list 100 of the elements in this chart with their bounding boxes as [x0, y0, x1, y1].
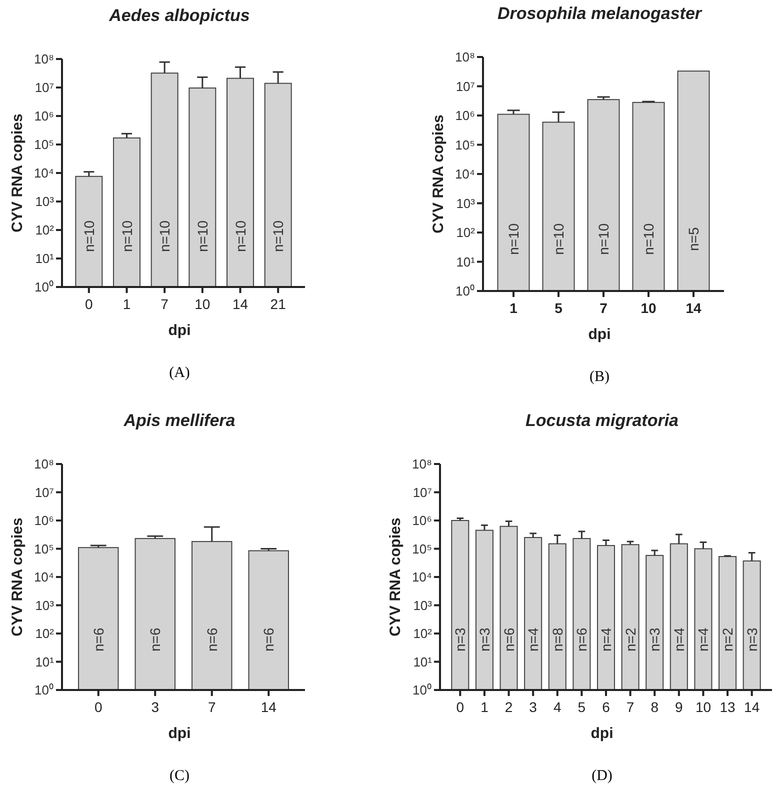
x-tick-label: 9 — [675, 699, 684, 715]
x-tick-label: 1 — [480, 699, 489, 715]
annotation: n=10 — [232, 220, 248, 252]
y-tick-label: 10⁵ — [412, 541, 432, 556]
x-tick-label: 0 — [456, 699, 464, 715]
y-tick-label: 10⁴ — [34, 570, 54, 584]
y-axis-title: CYV RNA copies — [9, 518, 26, 636]
y-tick-label: 10⁵ — [34, 137, 54, 152]
y-tick-label: 10¹ — [456, 254, 476, 270]
y-axis-title: CYV RNA copies — [387, 518, 404, 636]
x-tick-label: 14 — [260, 699, 277, 715]
annotation: n=10 — [550, 223, 566, 255]
annotation: n=3 — [476, 628, 492, 652]
y-tick-label: 10² — [413, 626, 433, 641]
y-tick-label: 10⁰ — [34, 682, 54, 698]
y-tick-label: 10⁸ — [34, 52, 54, 66]
x-tick-label: 2 — [504, 699, 513, 715]
annotation: n=6 — [147, 628, 164, 652]
x-tick-label: 6 — [602, 699, 610, 715]
y-tick-label: 10⁵ — [455, 137, 475, 152]
x-axis-title: dpi — [590, 725, 614, 742]
x-tick-label: 4 — [553, 699, 562, 715]
x-tick-label: 8 — [650, 699, 659, 715]
y-tick-label: 10⁸ — [412, 456, 432, 472]
y-tick-label: 10² — [35, 222, 55, 238]
annotation: n=6 — [204, 628, 220, 652]
x-tick-label: 7 — [160, 296, 169, 312]
x-tick-label: 13 — [720, 699, 736, 715]
x-tick-label: 5 — [578, 699, 586, 715]
y-tick-label: 10⁶ — [34, 108, 54, 124]
y-tick-label: 10² — [35, 626, 55, 641]
x-tick-label: 1 — [122, 296, 131, 312]
chart-title: Aedes albopictus — [108, 6, 250, 25]
annotation: n=3 — [646, 628, 663, 652]
annotation: n=4 — [598, 628, 614, 652]
annotation: n=10 — [156, 220, 173, 252]
x-tick-label: 14 — [686, 300, 702, 316]
y-tick-label: 10¹ — [35, 654, 55, 670]
annotation: n=10 — [194, 220, 210, 252]
text: (C) — [170, 768, 190, 784]
y-tick-label: 10⁶ — [34, 513, 54, 528]
x-tick-label: 7 — [208, 699, 216, 715]
annotation: n=10 — [640, 223, 656, 255]
x-tick-label: 14 — [744, 699, 760, 715]
annotation: n=3 — [452, 628, 468, 652]
x-tick-label: 10 — [640, 300, 656, 316]
annotation: n=10 — [270, 220, 286, 252]
annotation: n=2 — [622, 628, 638, 652]
y-tick-label: 10⁸ — [455, 50, 475, 64]
x-tick-label: 3 — [529, 699, 538, 715]
annotation: n=4 — [525, 628, 542, 652]
y-tick-label: 10⁴ — [454, 166, 475, 182]
x-tick-label: 7 — [600, 300, 608, 316]
y-axis-title: CYV RNA copies — [430, 114, 447, 234]
annotation: n=6 — [90, 628, 106, 652]
y-tick-label: 10⁰ — [34, 280, 54, 294]
annotation: n=3 — [744, 628, 760, 652]
x-tick-label: 1 — [510, 300, 518, 316]
annotation: n=6 — [574, 628, 590, 652]
annotation: n=4 — [695, 628, 712, 652]
y-tick-label: 10⁴ — [412, 570, 432, 584]
text: (D) — [592, 768, 612, 784]
y-tick-label: 10³ — [456, 196, 476, 211]
x-tick-label: 0 — [94, 699, 102, 715]
x-tick-label: 3 — [151, 699, 160, 715]
x-tick-label: 10 — [695, 699, 712, 715]
y-tick-label: 10³ — [35, 598, 55, 613]
y-tick-label: 10⁶ — [412, 513, 432, 528]
x-tick-label: 5 — [554, 300, 563, 316]
y-tick-label: 10¹ — [413, 654, 433, 670]
y-tick-label: 10³ — [35, 194, 55, 209]
y-tick-label: 10⁶ — [455, 108, 475, 123]
annotation: n=5 — [686, 227, 702, 251]
annotation: n=6 — [260, 628, 277, 652]
y-tick-label: 10³ — [413, 598, 433, 613]
x-axis-title: dpi — [168, 725, 191, 742]
x-tick-label: 10 — [194, 296, 210, 312]
x-tick-label: 21 — [270, 296, 286, 312]
y-tick-label: 10⁴ — [34, 166, 54, 180]
chart-title: Locusta migratoria — [525, 411, 679, 430]
y-tick-label: 10⁵ — [34, 541, 54, 556]
y-tick-label: 10² — [456, 225, 476, 240]
y-tick-label: 10¹ — [35, 251, 55, 266]
annotation: n=10 — [80, 220, 97, 252]
x-tick-label: 14 — [232, 296, 248, 312]
annotation: n=10 — [596, 223, 612, 255]
chart-title: Drosophila melanogaster — [497, 4, 703, 23]
y-tick-label: 10⁸ — [34, 456, 54, 472]
annotation: n=4 — [670, 628, 687, 652]
text: (B) — [590, 369, 610, 385]
annotation: n=10 — [506, 223, 522, 255]
y-tick-label: 10⁰ — [412, 682, 432, 698]
annotation: n=2 — [720, 628, 736, 652]
y-tick-label: 10⁰ — [456, 284, 475, 298]
y-tick-label: 10⁷ — [34, 484, 54, 500]
annotation: n=8 — [549, 628, 566, 652]
annotation: n=6 — [500, 628, 517, 652]
annotation: n=10 — [118, 220, 135, 252]
text: (A) — [169, 365, 190, 381]
y-tick-label: 10⁷ — [456, 78, 476, 94]
